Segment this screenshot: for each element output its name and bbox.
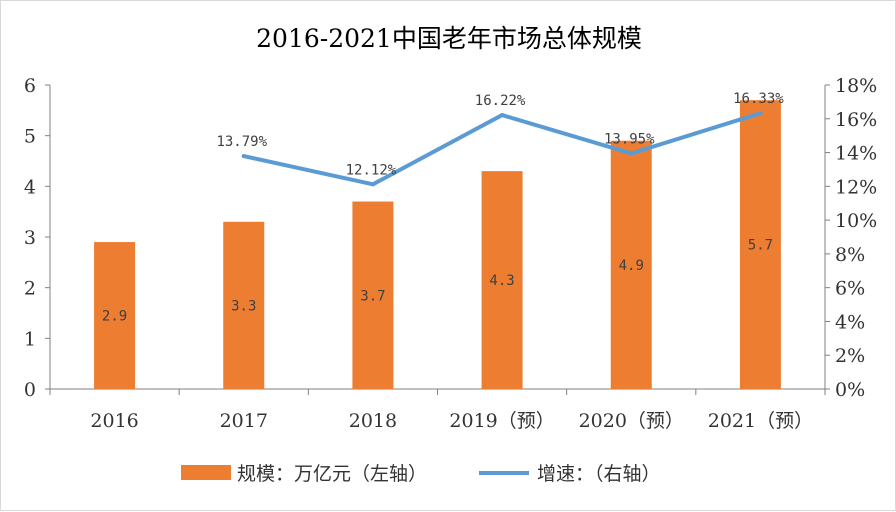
y-right-tick-label: 18%	[835, 75, 877, 97]
line-data-label: 12.12%	[346, 162, 397, 178]
line-series	[241, 111, 763, 187]
y-right-tick-label: 6%	[835, 278, 865, 300]
y-left-tick-label: 4	[24, 176, 36, 198]
line-data-label: 16.33%	[733, 91, 784, 107]
y-right-tick-label: 0%	[835, 379, 865, 401]
bar	[94, 242, 136, 389]
bar-series	[94, 100, 781, 389]
axes: 0 1 2 3 4 5 6 0% 2% 4% 6% 8% 10% 12% 14% 16% 18% 2016 2017…	[24, 75, 877, 432]
bar	[481, 171, 523, 389]
legend-label-line: 增速：（右轴）	[537, 463, 661, 485]
line-point	[241, 154, 246, 159]
bar	[352, 201, 394, 389]
line-point	[500, 113, 505, 118]
legend-label-bar: 规模：万亿元（左轴）	[237, 463, 427, 485]
y-right-tick-label: 12%	[835, 176, 877, 198]
bar	[223, 221, 265, 389]
data-labels: 2.9 3.3 3.7 4.3 4.9 5.7 13.79% 12.12% 16.22% 13.9…	[102, 91, 784, 324]
y-right-tick-label: 14%	[835, 143, 877, 165]
y-left-tick-label: 5	[24, 126, 36, 148]
legend: 规模：万亿元（左轴） 增速：（右轴）	[181, 463, 661, 485]
bar	[739, 100, 781, 389]
line-point	[758, 111, 763, 116]
legend-swatch-bar	[181, 465, 231, 480]
y-left-tick-label: 2	[24, 278, 36, 300]
bar-data-label: 3.3	[231, 298, 256, 314]
x-tick-label: 2021（预）	[708, 410, 813, 432]
chart-title: 2016-2021中国老年市场总体规模	[256, 24, 642, 53]
y-left-tick-label: 3	[24, 227, 36, 249]
line-point	[370, 182, 375, 187]
line-data-label: 13.79%	[216, 134, 267, 150]
y-right-tick-label: 10%	[835, 210, 877, 232]
bar-data-label: 4.3	[489, 273, 514, 289]
x-tick-label: 2020（预）	[579, 410, 684, 432]
line-data-label: 16.22%	[475, 93, 526, 109]
x-tick-label: 2016	[90, 410, 138, 432]
y-right-tick-label: 2%	[835, 345, 865, 367]
bar	[610, 140, 652, 389]
y-left-tick-label: 6	[24, 75, 36, 97]
bar-data-label: 4.9	[619, 258, 644, 274]
y-left-tick-label: 1	[24, 328, 36, 350]
line-data-label: 13.95%	[604, 131, 655, 147]
x-tick-label: 2019（预）	[449, 410, 554, 432]
y-left-tick-label: 0	[24, 379, 36, 401]
y-right-tick-label: 8%	[835, 244, 865, 266]
y-right-tick-label: 16%	[835, 109, 877, 131]
bar-data-label: 2.9	[102, 309, 127, 325]
bar-data-label: 3.7	[360, 288, 385, 304]
bar-data-label: 5.7	[748, 238, 773, 254]
x-tick-label: 2018	[349, 410, 397, 432]
line-point	[629, 151, 634, 156]
y-right-tick-label: 4%	[835, 311, 865, 333]
x-tick-label: 2017	[220, 410, 268, 432]
